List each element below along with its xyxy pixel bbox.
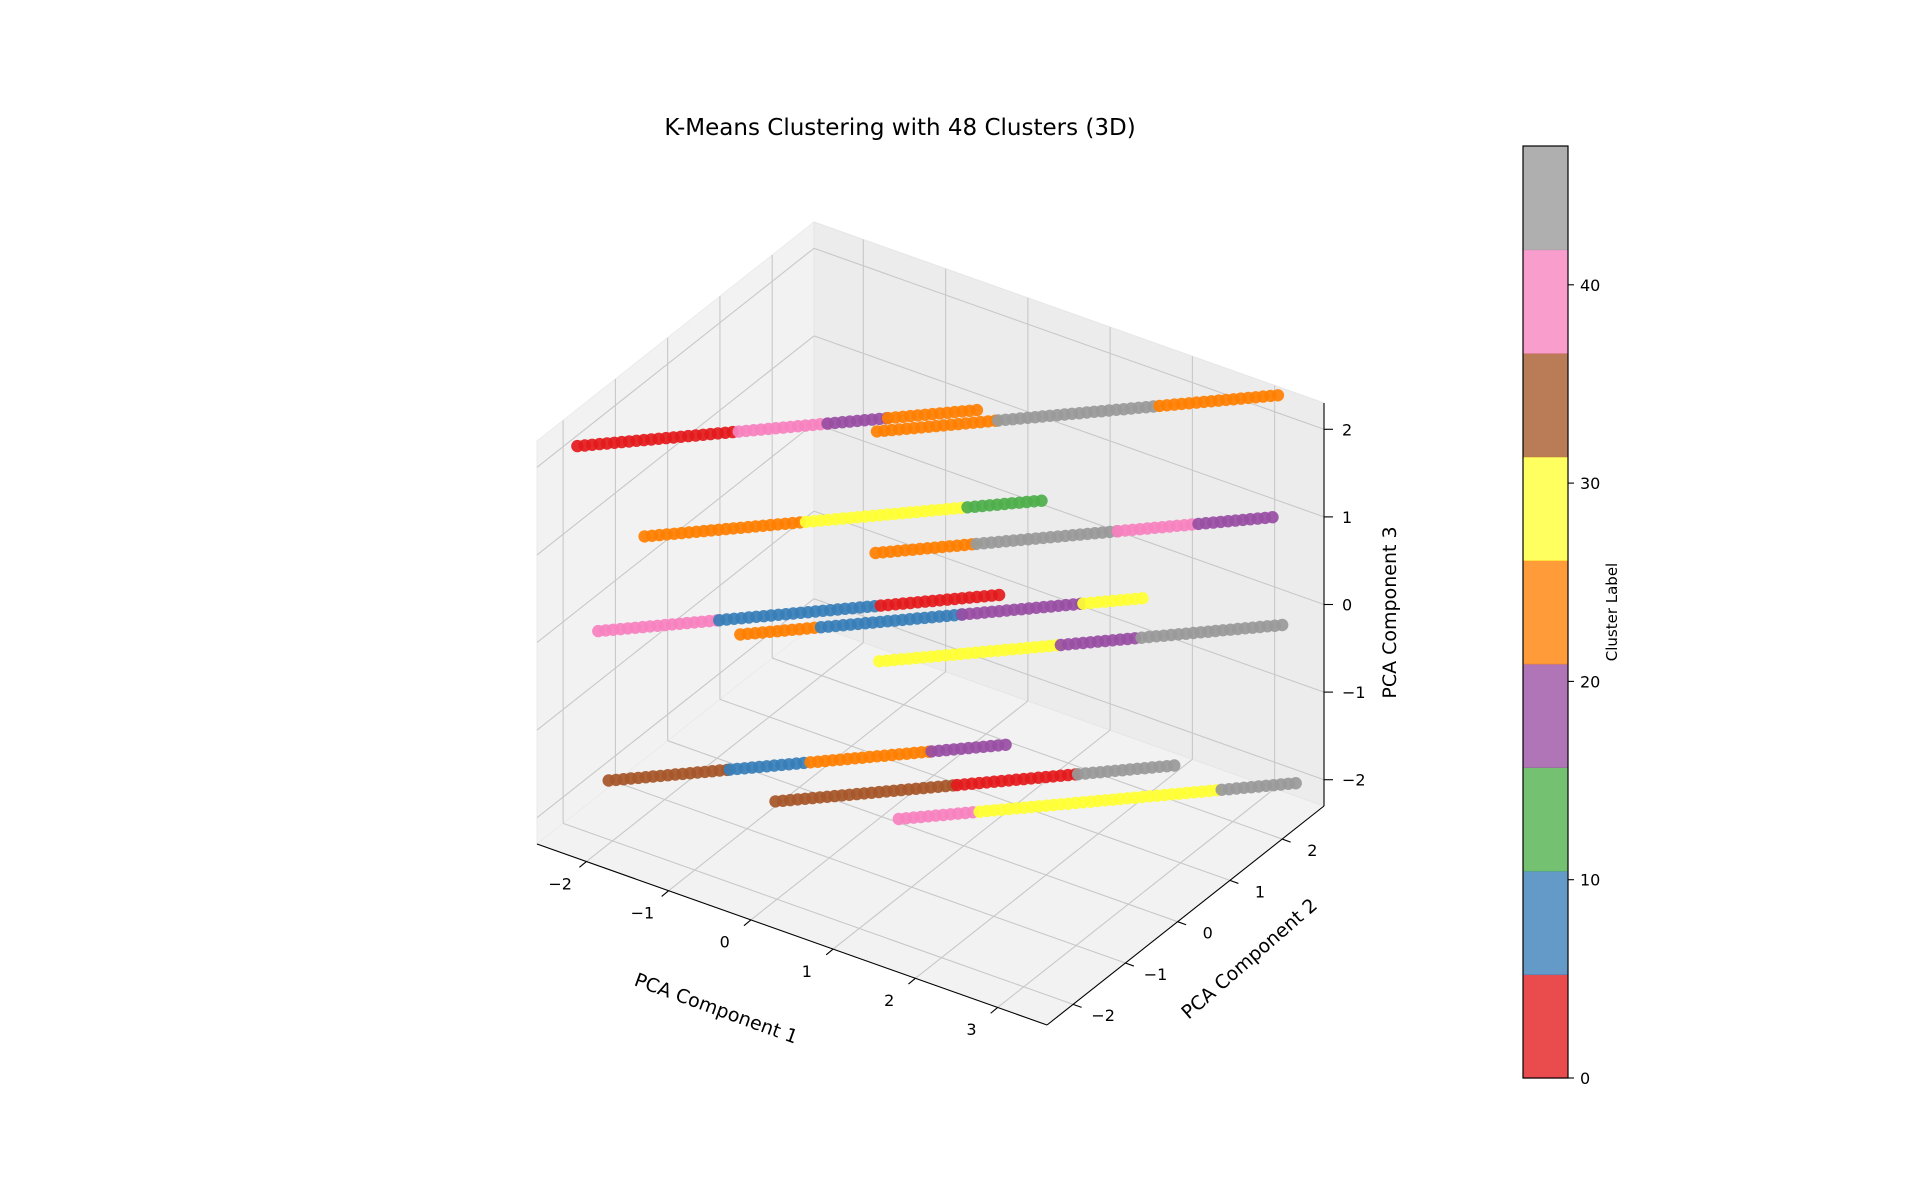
y-grid-line (772, 657, 1283, 840)
colorbar-frame (1522, 145, 1569, 1079)
x-tick-label: 1 (802, 962, 812, 981)
tick-labels: −2 −1 0 1 2 3 −2 −1 0 1 2 −2 −1 0 1 2 (548, 420, 1365, 1039)
chart-title: K-Means Clustering with 48 Clusters (3D) (664, 115, 1135, 141)
z-grid-line (536, 335, 815, 556)
colorbar-swatch (1523, 560, 1568, 665)
y-tick-label: 2 (1307, 841, 1317, 860)
colorbar-tick-label: 0 (1580, 1069, 1590, 1088)
x-grid-line (832, 729, 1111, 950)
z-grid-line (813, 335, 1325, 518)
scatter-points (571, 389, 1302, 826)
x-tick-label: 3 (966, 1020, 976, 1039)
cluster-point (1271, 389, 1285, 402)
cluster-point (999, 738, 1012, 751)
x-grid-line (997, 788, 1275, 1008)
z-tick-label: 0 (1342, 596, 1352, 615)
z-grid-line (813, 598, 1325, 781)
y-tick-label: 1 (1255, 882, 1265, 901)
colorbar-swatch (1523, 767, 1568, 872)
colorbar-label: Cluster Label (1603, 563, 1621, 661)
x-grid-line (586, 642, 864, 862)
y-axis-label: PCA Component 2 (1177, 894, 1321, 1024)
colorbar-swatch (1523, 974, 1568, 1079)
z-tick-label: 2 (1342, 420, 1352, 439)
x-tick-mark (825, 948, 834, 956)
colorbar: 0 10 20 30 40 (1522, 145, 1600, 1088)
x-grid-line (750, 700, 1029, 921)
y-grid-line (562, 822, 1074, 1005)
y-tick-label: −2 (1091, 1006, 1115, 1025)
x-tick-mark (743, 919, 752, 927)
colorbar-swatch (1523, 146, 1568, 251)
axis-lines (536, 403, 1333, 1026)
y-tick-mark (1125, 962, 1135, 967)
colorbar-tick-label: 30 (1580, 474, 1600, 493)
x-tick-label: 0 (720, 933, 730, 952)
y-tick-label: −1 (1144, 965, 1168, 984)
y-grid-line (719, 698, 1231, 881)
y-tick-mark (1177, 921, 1187, 926)
cluster-point (1276, 618, 1289, 632)
x-tick-mark (661, 890, 669, 897)
z-axis-label: PCA Component 3 (1379, 526, 1401, 698)
z-grid-line (536, 247, 815, 468)
x-tick-label: −1 (631, 904, 655, 923)
z-grid-line (813, 422, 1325, 606)
cluster-point (1136, 592, 1149, 605)
x-axis-line (536, 843, 1048, 1026)
y-axis-line (1046, 805, 1325, 1026)
x-tick-label: 2 (884, 991, 894, 1010)
z-tick-label: −1 (1342, 683, 1366, 702)
colorbar-swatch (1523, 249, 1568, 354)
y-tick-mark (1072, 1003, 1082, 1008)
cluster-point (1168, 759, 1181, 772)
y-tick-mark (1229, 879, 1239, 884)
colorbar-swatch (1523, 663, 1568, 768)
x-tick-mark (579, 861, 587, 868)
z-tick-label: 1 (1342, 508, 1352, 527)
colorbar-swatch (1523, 870, 1568, 976)
z-tick-label: −2 (1342, 771, 1366, 790)
cluster-point (1266, 511, 1279, 524)
y-tick-label: 0 (1203, 924, 1213, 943)
y-grid-line (615, 781, 1126, 964)
colorbar-swatch (1523, 353, 1568, 458)
cluster-point (970, 403, 984, 417)
colorbar-tick-label: 40 (1580, 276, 1600, 295)
cluster-point (1035, 494, 1048, 507)
x-grid-line (668, 671, 946, 892)
y-tick-mark (1282, 838, 1291, 843)
colorbar-swatch (1523, 456, 1568, 561)
x-tick-label: −2 (548, 874, 572, 893)
colorbar-tick-label: 20 (1580, 672, 1600, 691)
cluster-point (1289, 777, 1302, 790)
x-tick-mark (908, 977, 916, 985)
x-tick-mark (990, 1007, 998, 1014)
cluster-point (992, 588, 1006, 602)
colorbar-tick-label: 10 (1580, 871, 1600, 890)
x-axis-label: PCA Component 1 (631, 969, 800, 1049)
